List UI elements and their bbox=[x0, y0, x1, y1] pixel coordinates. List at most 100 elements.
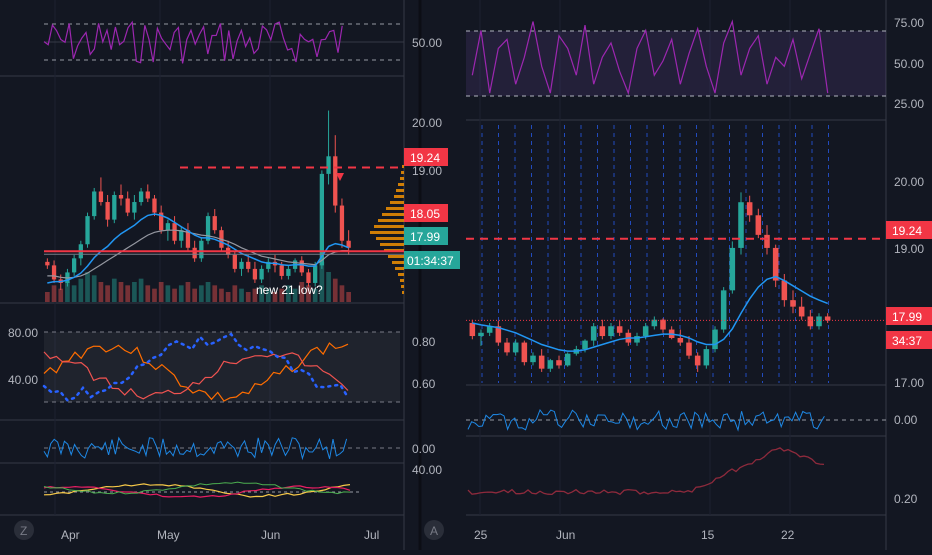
candle bbox=[478, 332, 484, 337]
candle bbox=[326, 156, 331, 174]
volume-bar bbox=[178, 285, 184, 302]
candle bbox=[686, 342, 692, 356]
left-current-badge-text: 18.05 bbox=[410, 207, 440, 221]
candle bbox=[246, 261, 251, 269]
volume-profile-bar bbox=[390, 201, 404, 204]
candle bbox=[313, 265, 318, 283]
candle bbox=[92, 191, 97, 217]
candle bbox=[205, 216, 211, 241]
left-rsi-panel bbox=[43, 20, 404, 64]
candle bbox=[125, 198, 130, 213]
volume-bar bbox=[279, 288, 285, 302]
volume-bar bbox=[172, 288, 177, 302]
candle bbox=[71, 258, 77, 273]
volume-bar bbox=[265, 288, 271, 302]
right-logo-circle bbox=[424, 520, 444, 540]
volume-bar bbox=[152, 288, 157, 302]
left-stoch-tick-left: 40.00 bbox=[8, 373, 38, 387]
left-countdown-badge bbox=[404, 251, 460, 269]
candle bbox=[798, 306, 805, 317]
candle bbox=[172, 223, 177, 241]
candle bbox=[790, 300, 796, 307]
left-axis-labels: 50.00 20.00 19.00 80.00 40.00 0.80 0.60 … bbox=[8, 36, 442, 542]
volume-profile-bar bbox=[386, 207, 404, 210]
volume-bar bbox=[319, 262, 325, 302]
candle bbox=[299, 260, 304, 273]
candle bbox=[105, 202, 110, 220]
left-stoch-tick-right: 0.60 bbox=[412, 377, 436, 391]
right-price-badges: 19.24 17.99 34:37 bbox=[886, 221, 932, 349]
volume-bar bbox=[91, 275, 97, 302]
osc-line-yellow bbox=[43, 483, 351, 498]
left-time-label: May bbox=[157, 528, 180, 542]
left-logo[interactable]: Z bbox=[14, 520, 34, 540]
volume-bar bbox=[98, 282, 104, 302]
momentum-line bbox=[43, 436, 348, 461]
oscillator-line bbox=[467, 447, 825, 496]
candle bbox=[232, 254, 237, 269]
left-rsi-tick: 50.00 bbox=[412, 36, 442, 50]
volume-profile-bar bbox=[401, 171, 404, 174]
right-osc-tick: 0.20 bbox=[894, 492, 918, 506]
left-logo-letter: Z bbox=[20, 524, 27, 538]
candle bbox=[346, 240, 351, 248]
candle bbox=[339, 205, 345, 241]
candle bbox=[746, 202, 753, 216]
right-price-panel[interactable] bbox=[466, 125, 886, 383]
ma-blue-line bbox=[472, 275, 828, 352]
right-current-badge-text: 17.99 bbox=[892, 310, 922, 324]
candle bbox=[712, 329, 718, 350]
volume-bar bbox=[232, 285, 238, 302]
right-chart-frame bbox=[466, 0, 887, 550]
right-level-badge bbox=[886, 221, 932, 239]
volume-profile-bar bbox=[392, 261, 404, 264]
left-time-label: Apr bbox=[61, 528, 80, 542]
right-time-label: 15 bbox=[701, 528, 715, 542]
candle bbox=[694, 355, 701, 366]
candle bbox=[495, 326, 502, 343]
volume-bar bbox=[239, 288, 244, 302]
left-level-badge-text: 19.24 bbox=[410, 151, 440, 165]
left-price-tick: 20.00 bbox=[412, 116, 442, 130]
volume-bar bbox=[312, 288, 318, 302]
candle bbox=[651, 319, 658, 327]
candle bbox=[642, 326, 649, 337]
volume-bar bbox=[118, 282, 124, 302]
volume-profile-bar bbox=[394, 195, 404, 198]
volume-bar bbox=[105, 285, 110, 302]
candle bbox=[212, 216, 217, 231]
left-countdown-text: 01:34:37 bbox=[407, 254, 454, 268]
right-rsi-tick: 75.00 bbox=[894, 16, 924, 30]
volume-profile-bar bbox=[395, 267, 404, 270]
volume-profile-bar bbox=[396, 189, 404, 192]
candle bbox=[112, 195, 117, 220]
candle bbox=[192, 247, 197, 259]
left-stoch-tick-right: 0.80 bbox=[412, 335, 436, 349]
right-logo[interactable]: A bbox=[424, 520, 444, 540]
right-rsi-tick: 50.00 bbox=[894, 57, 924, 71]
right-price-tick: 17.00 bbox=[894, 376, 924, 390]
momentum-line bbox=[467, 408, 825, 432]
volume-bar bbox=[71, 285, 77, 302]
candle bbox=[720, 290, 727, 330]
volume-bar bbox=[132, 282, 137, 302]
candle bbox=[582, 340, 588, 350]
left-price-badges: 19.24 18.05 17.99 01:34:37 new 21 low? bbox=[256, 148, 460, 297]
left-time-label: Jul bbox=[364, 528, 379, 542]
volume-profile-bar bbox=[402, 291, 404, 294]
left-price-panel[interactable] bbox=[44, 110, 404, 302]
volume-bar bbox=[185, 282, 191, 302]
candle bbox=[512, 342, 519, 353]
volume-bar bbox=[158, 282, 164, 302]
volume-bar bbox=[286, 285, 291, 302]
candle bbox=[179, 230, 184, 241]
osc-line-pink bbox=[43, 485, 351, 498]
stoch-dotted-line bbox=[42, 332, 350, 402]
candle bbox=[590, 326, 597, 341]
volume-bar bbox=[192, 288, 197, 302]
candle bbox=[306, 272, 311, 283]
left-level-badge bbox=[404, 148, 448, 166]
candle bbox=[51, 265, 57, 280]
volume-profile-bar bbox=[400, 177, 404, 180]
